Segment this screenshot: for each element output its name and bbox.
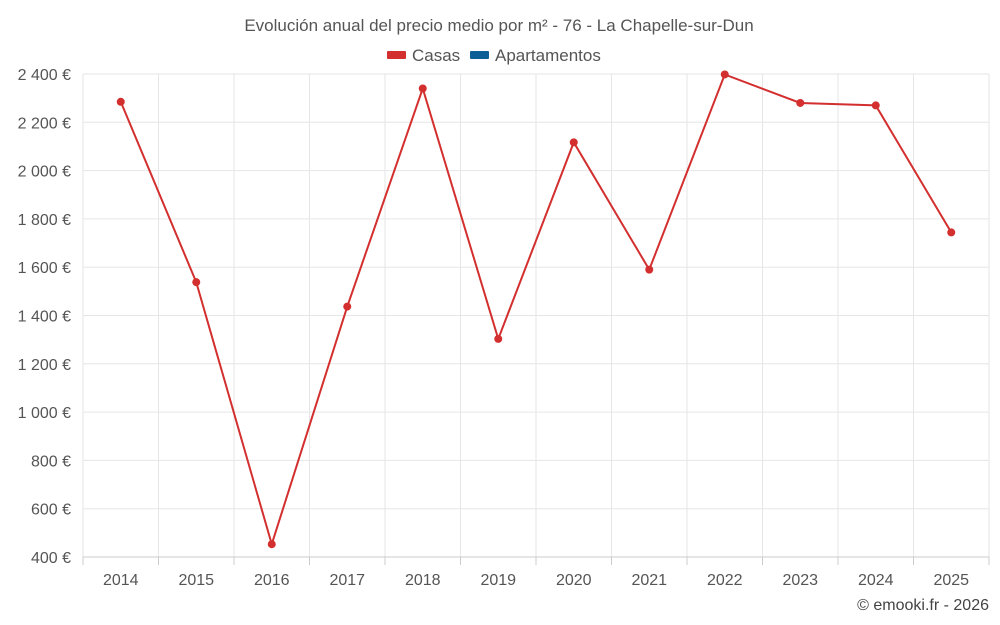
data-point-casas-2022[interactable] — [720, 70, 729, 79]
credit-text: © emooki.fr - 2026 — [857, 597, 989, 614]
x-tick-label: 2022 — [707, 572, 743, 589]
y-tick-label: 2 000 € — [18, 164, 71, 181]
data-point-casas-2021[interactable] — [645, 265, 654, 274]
y-gridlines — [83, 73, 989, 510]
x-tick-label: 2014 — [103, 572, 139, 589]
data-point-casas-2025[interactable] — [947, 228, 956, 237]
x-tick-label: 2020 — [556, 572, 592, 589]
x-tick-label: 2021 — [631, 572, 667, 589]
legend: Casas Apartamentos — [387, 46, 601, 65]
series-line-casas — [119, 73, 953, 548]
y-tick-label: 2 400 € — [18, 67, 71, 84]
legend-swatch-apartamentos — [470, 51, 489, 59]
y-tick-label: 1 000 € — [18, 405, 71, 422]
data-point-casas-2023[interactable] — [796, 98, 805, 107]
y-tick-label: 1 600 € — [18, 260, 71, 277]
data-point-casas-2014[interactable] — [116, 97, 125, 106]
legend-item-apartamentos[interactable]: Apartamentos — [470, 46, 601, 65]
y-tick-label: 1 400 € — [18, 309, 71, 326]
legend-label-apartamentos: Apartamentos — [495, 46, 601, 65]
chart-title: Evolución anual del precio medio por m² … — [244, 16, 753, 35]
y-tick-label: 800 € — [31, 453, 71, 470]
x-tick-label: 2017 — [329, 572, 365, 589]
y-tick-label: 2 200 € — [18, 115, 71, 132]
y-tick-label: 600 € — [31, 502, 71, 519]
x-tick-label: 2024 — [858, 572, 894, 589]
legend-swatch-casas — [387, 51, 406, 59]
data-point-casas-2019[interactable] — [494, 334, 503, 343]
data-point-casas-2017[interactable] — [343, 302, 352, 311]
y-tick-label: 400 € — [31, 550, 71, 567]
y-axis: 400 € 600 € 800 € 1 000 € 1 200 € 1 400 € 1 60… — [18, 67, 71, 567]
x-axis: 2014 2015 2016 2017 2018 2019 2020 2021 2022 2023… — [82, 556, 990, 589]
x-tick-label: 2023 — [782, 572, 818, 589]
x-tick-label: 2016 — [254, 572, 290, 589]
data-point-casas-2024[interactable] — [871, 101, 880, 110]
x-tick-label: 2025 — [933, 572, 969, 589]
x-tick-label: 2019 — [480, 572, 516, 589]
legend-label-casas: Casas — [412, 46, 460, 65]
y-tick-label: 1 800 € — [18, 212, 71, 229]
data-point-casas-2018[interactable] — [418, 84, 427, 93]
x-tick-label: 2018 — [405, 572, 441, 589]
series-layer — [116, 70, 956, 549]
y-tick-label: 1 200 € — [18, 357, 71, 374]
data-point-casas-2020[interactable] — [569, 138, 578, 147]
data-point-casas-2016[interactable] — [267, 540, 276, 549]
data-point-casas-2015[interactable] — [192, 278, 201, 287]
x-tick-label: 2015 — [178, 572, 214, 589]
legend-item-casas[interactable]: Casas — [387, 46, 460, 65]
